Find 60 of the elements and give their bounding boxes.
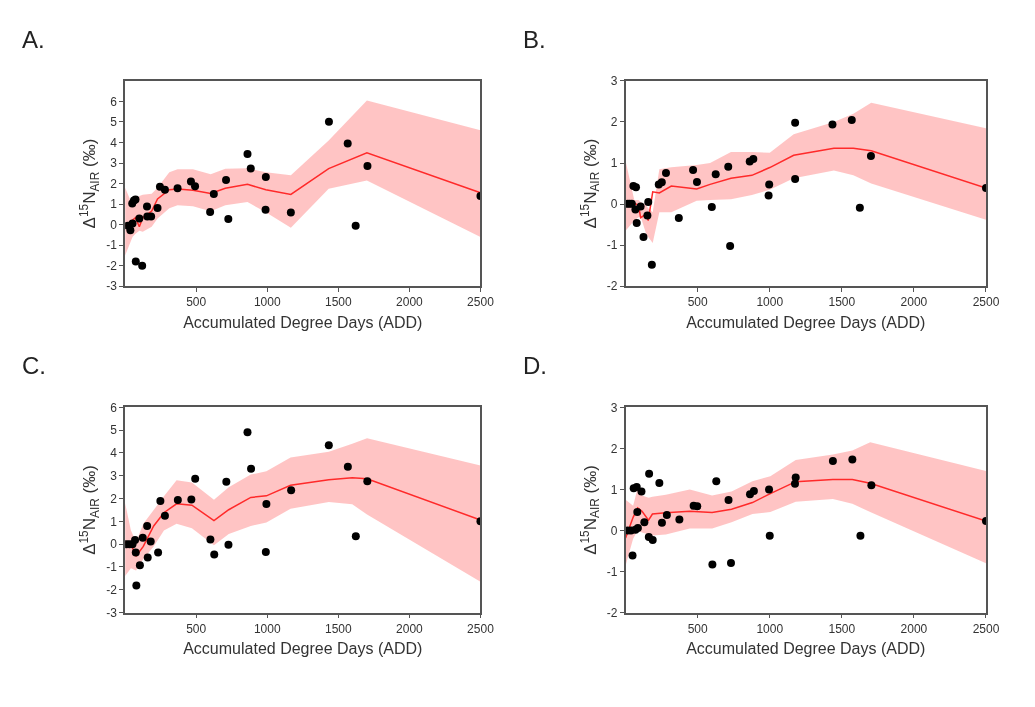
- y-tick-label: 1: [110, 197, 118, 212]
- y-tick-label: 2: [610, 115, 618, 130]
- x-tick-label: 1500: [324, 621, 352, 636]
- y-tick-label: -2: [106, 258, 118, 273]
- y-tick-label: 2: [110, 176, 118, 191]
- x-axis-title: Accumulated Degree Days (ADD): [686, 639, 926, 657]
- x-tick-label: 2500: [467, 621, 495, 636]
- y-tick-label: -2: [606, 279, 618, 294]
- y-tick-label: 0: [610, 197, 618, 212]
- y-tick-label: 0: [610, 523, 618, 538]
- x-tick-label: 2500: [467, 295, 495, 310]
- x-tick-label: 1000: [756, 295, 784, 310]
- y-tick-label: -3: [106, 279, 118, 294]
- x-axis-title: Accumulated Degree Days (ADD): [686, 313, 926, 331]
- chart-title: C.: [22, 352, 46, 379]
- y-tick-label: 3: [610, 400, 618, 415]
- x-tick-label: 2500: [972, 295, 1000, 310]
- y-tick-label: 6: [110, 400, 118, 415]
- y-tick-label: -1: [606, 564, 618, 579]
- y-tick-label: -2: [606, 605, 618, 620]
- x-tick-label: 2000: [900, 295, 928, 310]
- x-tick-label: 1500: [828, 295, 856, 310]
- y-tick-label: 3: [110, 156, 118, 171]
- chart-title: D.: [523, 352, 547, 379]
- x-tick-label: 1000: [253, 621, 281, 636]
- x-tick-label: 1500: [828, 621, 856, 636]
- y-tick-label: -1: [106, 238, 118, 253]
- y-tick-label: 2: [110, 491, 118, 506]
- y-tick-label: -1: [606, 238, 618, 253]
- y-tick-label: 0: [110, 537, 118, 552]
- x-tick-label: 500: [186, 621, 207, 636]
- y-tick-label: 3: [110, 468, 118, 483]
- x-tick-label: 2000: [900, 621, 928, 636]
- y-tick-label: 4: [110, 135, 118, 150]
- x-axis-title: Accumulated Degree Days (ADD): [183, 313, 423, 331]
- y-tick-label: 0: [110, 217, 118, 232]
- y-tick-label: -1: [106, 560, 118, 575]
- chart-title: B.: [523, 26, 546, 53]
- y-tick-label: 5: [110, 423, 118, 438]
- x-tick-label: 2000: [396, 295, 424, 310]
- x-tick-label: 2500: [972, 621, 1000, 636]
- x-tick-label: 500: [186, 295, 207, 310]
- y-tick-label: 1: [110, 514, 118, 529]
- y-tick-label: 2: [610, 441, 618, 456]
- x-tick-label: 1000: [253, 295, 281, 310]
- x-axis-title: Accumulated Degree Days (ADD): [183, 639, 423, 657]
- x-tick-label: 2000: [396, 621, 424, 636]
- x-tick-label: 500: [687, 295, 709, 310]
- x-tick-label: 500: [687, 621, 709, 636]
- x-tick-label: 1500: [324, 295, 352, 310]
- y-tick-label: 4: [110, 446, 118, 461]
- chart-title: A.: [22, 26, 45, 53]
- y-tick-label: -2: [106, 583, 118, 597]
- y-tick-label: 3: [610, 74, 618, 89]
- x-tick-label: 1000: [756, 621, 784, 636]
- y-tick-label: 1: [610, 156, 618, 171]
- y-tick-label: 5: [110, 115, 118, 130]
- y-tick-label: 6: [110, 94, 118, 109]
- y-tick-label: 1: [610, 482, 618, 497]
- y-tick-label: -3: [106, 605, 118, 620]
